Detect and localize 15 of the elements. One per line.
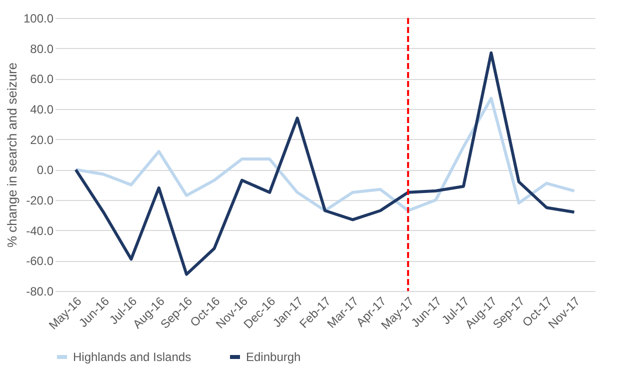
y-axis-title: % change in search and seizure [4, 62, 20, 248]
line-series [74, 96, 576, 212]
y-tick-label: 40.0 [30, 102, 54, 116]
y-tick-label: 100.0 [23, 12, 54, 26]
y-tick-label: 0.0 [36, 163, 54, 178]
legend-label: Edinburgh [246, 350, 301, 364]
y-tick-label: -40.0 [26, 224, 54, 238]
y-tick-label: -60.0 [26, 254, 54, 268]
y-tick-label: -20.0 [26, 194, 54, 208]
y-tick-label: 20.0 [30, 132, 54, 147]
y-tick-label: -80.0 [26, 284, 54, 298]
y-tick-label: 80.0 [30, 42, 54, 56]
legend-label: Highlands and Islands [73, 350, 192, 364]
line-series [74, 51, 576, 276]
y-tick-label: 60.0 [30, 72, 54, 86]
